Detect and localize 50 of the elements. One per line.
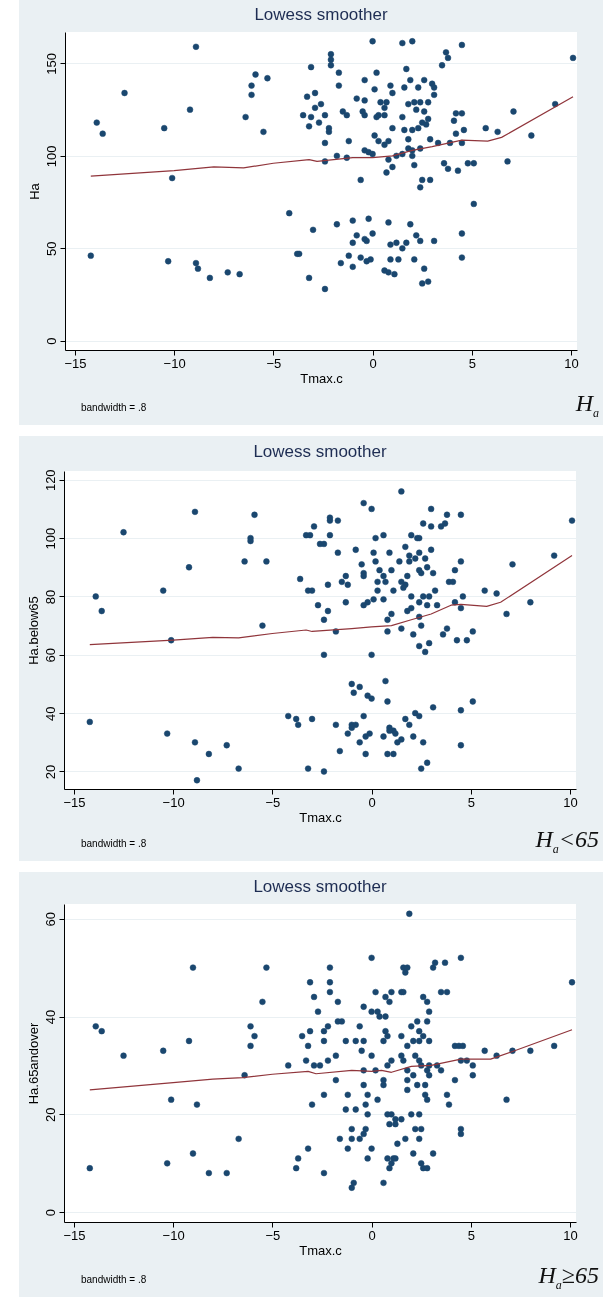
x-tick-label: 5: [468, 355, 476, 371]
x-axis-title: Tmax.c: [299, 809, 343, 825]
x-axis-title: Tmax.c: [299, 1242, 343, 1258]
text: bandwidth = .8: [81, 838, 147, 849]
chart-title: Lowess smoother: [253, 441, 387, 461]
y-tick-label: 50: [43, 241, 59, 257]
y-tick-label: 20: [42, 764, 58, 780]
x-tick-label: −15: [63, 794, 86, 810]
y-tick-label: 100: [42, 527, 58, 550]
y-axis-title: Ha.below65: [25, 596, 41, 665]
x-tick-label: −5: [266, 355, 282, 371]
x-tick-label: −5: [265, 794, 281, 810]
text: H$_{a}$≥65: [538, 1262, 599, 1293]
y-tick-label: 20: [42, 1107, 58, 1123]
y-tick-label: 60: [42, 648, 58, 663]
y-tick-label: 80: [42, 589, 58, 605]
x-tick-label: −5: [265, 1227, 281, 1243]
x-tick-label: −10: [163, 355, 186, 371]
y-tick-label: 120: [42, 469, 58, 492]
y-axis-title: Ha.65andover: [25, 1022, 41, 1105]
line-series: [90, 96, 574, 177]
text: H$_{a}$: [575, 390, 599, 421]
x-tick-label: −10: [162, 794, 185, 810]
x-tick-label: −15: [64, 355, 87, 371]
line-series: [89, 1029, 573, 1091]
y-axis-title: Ha: [26, 182, 42, 200]
x-tick-label: 5: [467, 794, 475, 810]
x-tick-label: −15: [63, 1227, 86, 1243]
x-tick-label: 10: [563, 794, 578, 810]
y-tick-label: 150: [43, 53, 59, 75]
text: H$_{a}$<65: [535, 826, 599, 857]
y-tick-label: 60: [42, 911, 58, 927]
y-tick-label: 40: [42, 706, 58, 721]
y-tick-label: 0: [43, 337, 59, 345]
x-tick-label: 10: [563, 1227, 578, 1243]
text: bandwidth = .8: [81, 1274, 147, 1285]
y-tick-label: 100: [43, 145, 59, 168]
x-tick-label: 0: [368, 794, 376, 810]
x-tick-label: −10: [162, 1227, 185, 1243]
x-tick-label: 0: [369, 355, 377, 371]
line-series: [89, 555, 573, 646]
chart-title: Lowess smoother: [254, 5, 388, 24]
x-tick-label: 5: [467, 1227, 475, 1243]
x-tick-label: 0: [368, 1227, 376, 1243]
y-tick-label: 40: [42, 1009, 58, 1025]
chart-title: Lowess smoother: [253, 877, 387, 896]
x-axis-title: Tmax.c: [300, 370, 344, 386]
x-tick-label: 10: [564, 355, 579, 371]
text: bandwidth = .8: [81, 402, 147, 413]
y-tick-label: 0: [42, 1209, 58, 1217]
